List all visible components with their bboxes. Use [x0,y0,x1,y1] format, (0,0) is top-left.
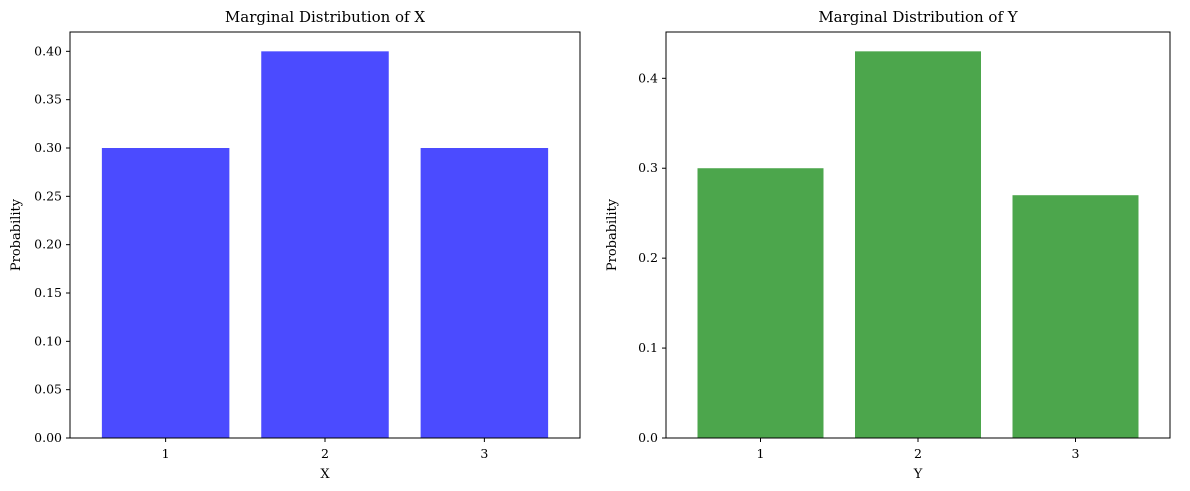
chart-x-ytick-label: 0.35 [34,92,62,107]
chart-x-bar-1 [101,148,230,438]
chart-x-ylabel: Probability [9,198,24,271]
chart-x-ytick-label: 0.25 [34,188,62,203]
chart-y-yticks: 0.0 0.1 0.2 0.3 0.4 [638,70,666,445]
chart-x-bar-2 [261,51,389,438]
chart-y-title: Marginal Distribution of Y [818,8,1018,26]
chart-x-panel: Marginal Distribution of X X Probability… [9,8,581,482]
chart-y-xtick-label: 3 [1072,446,1080,461]
chart-x-xtick-label: 1 [162,446,170,461]
chart-y-ytick-label: 0.0 [638,430,658,445]
chart-y-xtick-label: 2 [914,446,922,461]
chart-y-frame [665,31,1171,439]
chart-y-bar-1 [697,168,824,439]
chart-x-ytick-label: 0.15 [34,285,62,300]
chart-x-ytick-label: 0.30 [34,140,62,155]
chart-y-xtick-label: 1 [757,446,765,461]
chart-x-yticks: 0.00 0.05 0.10 0.15 0.20 0.25 0.30 0.35 0.40 [34,43,70,445]
chart-x-bar-3 [420,148,549,438]
chart-x-ytick-label: 0.20 [34,237,62,252]
chart-x-frame [69,31,581,439]
chart-y-bars [697,51,1139,439]
chart-x-bars [101,51,549,438]
chart-y-xticks: 1 2 3 [757,438,1080,461]
chart-y-ytick-label: 0.4 [638,70,658,85]
chart-y-ytick-label: 0.2 [638,250,658,265]
chart-x-ytick-label: 0.10 [34,333,62,348]
chart-x-title: Marginal Distribution of X [225,8,425,26]
chart-x-ytick-label: 0.40 [34,43,62,58]
chart-y-ytick-label: 0.1 [638,340,658,355]
chart-x-ytick-label: 0.05 [34,382,62,397]
chart-x-xticks: 1 2 3 [162,438,488,461]
chart-y-bar-2 [855,51,981,438]
chart-y-panel: Marginal Distribution of Y Y Probability… [605,8,1171,482]
chart-y-ytick-label: 0.3 [638,160,658,175]
chart-y-bar-3 [1012,195,1139,438]
chart-x-xlabel: X [320,467,330,482]
chart-x-xtick-label: 3 [480,446,488,461]
chart-y-xlabel: Y [913,467,923,482]
chart-x-xtick-label: 2 [321,446,329,461]
chart-y-ylabel: Probability [605,198,620,271]
chart-x-ytick-label: 0.00 [34,430,62,445]
